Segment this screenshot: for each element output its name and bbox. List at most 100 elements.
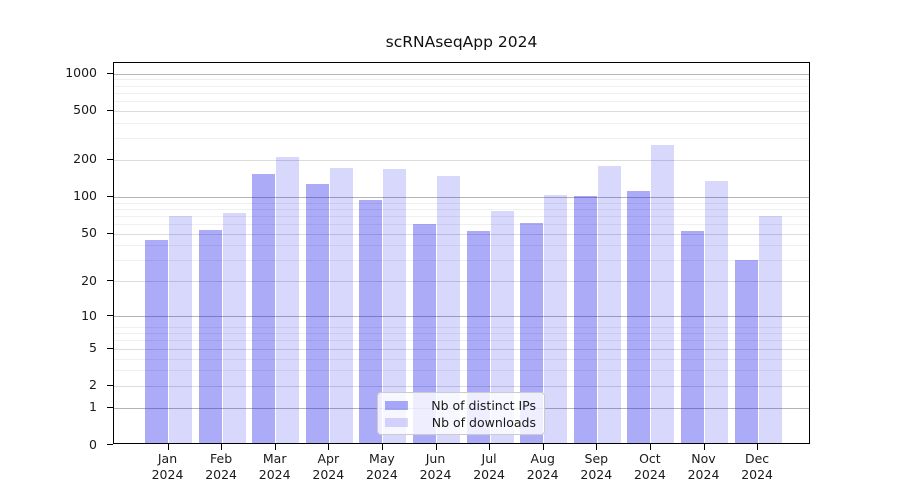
bar-nb-of-distinct-ips-feb (198, 229, 222, 443)
x-tick-label: Jul 2024 (449, 451, 529, 482)
x-tick-label: Aug 2024 (503, 451, 583, 482)
x-tick-mark (703, 444, 705, 450)
y-tick-label: 50 (81, 225, 97, 241)
x-tick-label: May 2024 (342, 451, 422, 482)
gridline (114, 110, 809, 112)
chart-title: scRNAseqApp 2024 (385, 33, 538, 51)
x-tick-month: Oct (639, 451, 661, 466)
y-tick-mark (107, 280, 113, 282)
x-tick-month: Apr (317, 451, 340, 466)
plot-area (113, 62, 810, 444)
x-tick-label: Jan 2024 (128, 451, 208, 482)
x-tick-year: 2024 (419, 466, 452, 482)
x-tick-year: 2024 (312, 466, 345, 482)
gridline (114, 348, 809, 350)
x-tick-year: 2024 (365, 466, 398, 482)
bar-nb-of-downloads-jul (490, 210, 514, 443)
x-tick-label: Dec 2024 (717, 451, 797, 482)
x-tick-mark (274, 444, 276, 450)
x-tick-mark (757, 444, 759, 450)
y-tick-mark (107, 315, 113, 317)
minor-gridline (114, 215, 809, 217)
bar-nb-of-downloads-nov (705, 180, 728, 443)
minor-gridline (114, 340, 809, 342)
x-tick-mark (167, 444, 169, 450)
minor-gridline (114, 358, 809, 360)
x-tick-month: Feb (210, 451, 233, 466)
legend-swatch-downloads (385, 418, 408, 427)
x-tick-label: Jun 2024 (396, 451, 476, 482)
x-tick-year: 2024 (205, 466, 237, 482)
x-tick-label: Apr 2024 (288, 451, 368, 482)
x-tick-mark (649, 444, 651, 450)
x-tick-label: Feb 2024 (181, 451, 261, 482)
legend-label-distinct-ips: Nb of distinct IPs (431, 398, 536, 413)
bar-nb-of-downloads-mar (276, 157, 300, 443)
y-tick-mark (107, 444, 113, 445)
x-tick-mark (489, 444, 491, 450)
gridline (114, 385, 809, 387)
bar-nb-of-distinct-ips-jul (466, 230, 490, 443)
minor-gridline (114, 202, 809, 204)
bar-nb-of-distinct-ips-jun (413, 224, 436, 443)
minor-gridline (114, 260, 809, 262)
gridline (114, 233, 809, 235)
bar-nb-of-distinct-ips-apr (305, 183, 329, 443)
x-tick-year: 2024 (258, 466, 291, 482)
y-tick-label: 0 (89, 436, 97, 452)
legend-entry-distinct-ips: Nb of distinct IPs (385, 397, 536, 414)
y-tick-label: 200 (73, 151, 97, 167)
gridline (114, 159, 809, 161)
x-tick-mark (596, 444, 598, 450)
bar-nb-of-distinct-ips-oct (627, 190, 651, 443)
y-tick-label: 5 (89, 340, 97, 356)
x-tick-month: Nov (691, 451, 716, 466)
y-tick-label: 2 (89, 377, 97, 393)
x-tick-label: Sep 2024 (556, 451, 636, 482)
x-tick-mark (381, 444, 383, 450)
minor-gridline (114, 333, 809, 335)
y-tick-label: 1 (89, 399, 97, 415)
y-tick-label: 500 (73, 102, 97, 118)
y-tick-mark (107, 384, 113, 386)
major-gridline (114, 316, 809, 318)
x-tick-mark (435, 444, 437, 450)
major-gridline (114, 196, 809, 198)
minor-gridline (114, 92, 809, 94)
x-tick-mark (542, 444, 544, 450)
x-tick-month: Jan (157, 451, 178, 466)
y-tick-label: 10 (81, 307, 97, 323)
y-tick-mark (107, 109, 113, 111)
bar-nb-of-distinct-ips-sep (573, 195, 597, 443)
x-tick-year: 2024 (526, 466, 559, 482)
bar-nb-of-downloads-apr (329, 167, 353, 443)
y-tick-mark (107, 158, 113, 160)
x-tick-month: Aug (530, 451, 555, 466)
x-tick-month: Mar (262, 451, 287, 466)
minor-gridline (114, 245, 809, 247)
y-tick-label: 1000 (65, 65, 97, 81)
bar-nb-of-downloads-oct (651, 144, 675, 443)
bar-nb-of-distinct-ips-mar (252, 174, 276, 443)
bar-nb-of-downloads-jan (169, 215, 192, 443)
x-tick-year: 2024 (633, 466, 666, 482)
bar-nb-of-downloads-feb (222, 212, 246, 443)
major-gridline (114, 73, 809, 75)
minor-gridline (114, 122, 809, 124)
x-tick-year: 2024 (687, 466, 720, 482)
bar-nb-of-distinct-ips-nov (681, 230, 704, 443)
bar-nb-of-downloads-dec (758, 215, 782, 443)
legend-label-downloads: Nb of downloads (431, 415, 536, 430)
y-tick-label: 20 (81, 272, 97, 288)
bar-nb-of-downloads-jun (437, 176, 460, 443)
minor-gridline (114, 224, 809, 226)
x-tick-label: Mar 2024 (235, 451, 315, 482)
legend-entry-downloads: Nb of downloads (385, 414, 536, 431)
y-tick-mark (107, 195, 113, 197)
x-tick-year: 2024 (580, 466, 613, 482)
minor-gridline (114, 85, 809, 87)
y-tick-mark (107, 232, 113, 234)
bar-nb-of-distinct-ips-jan (145, 240, 168, 443)
y-tick-label: 100 (73, 188, 97, 204)
